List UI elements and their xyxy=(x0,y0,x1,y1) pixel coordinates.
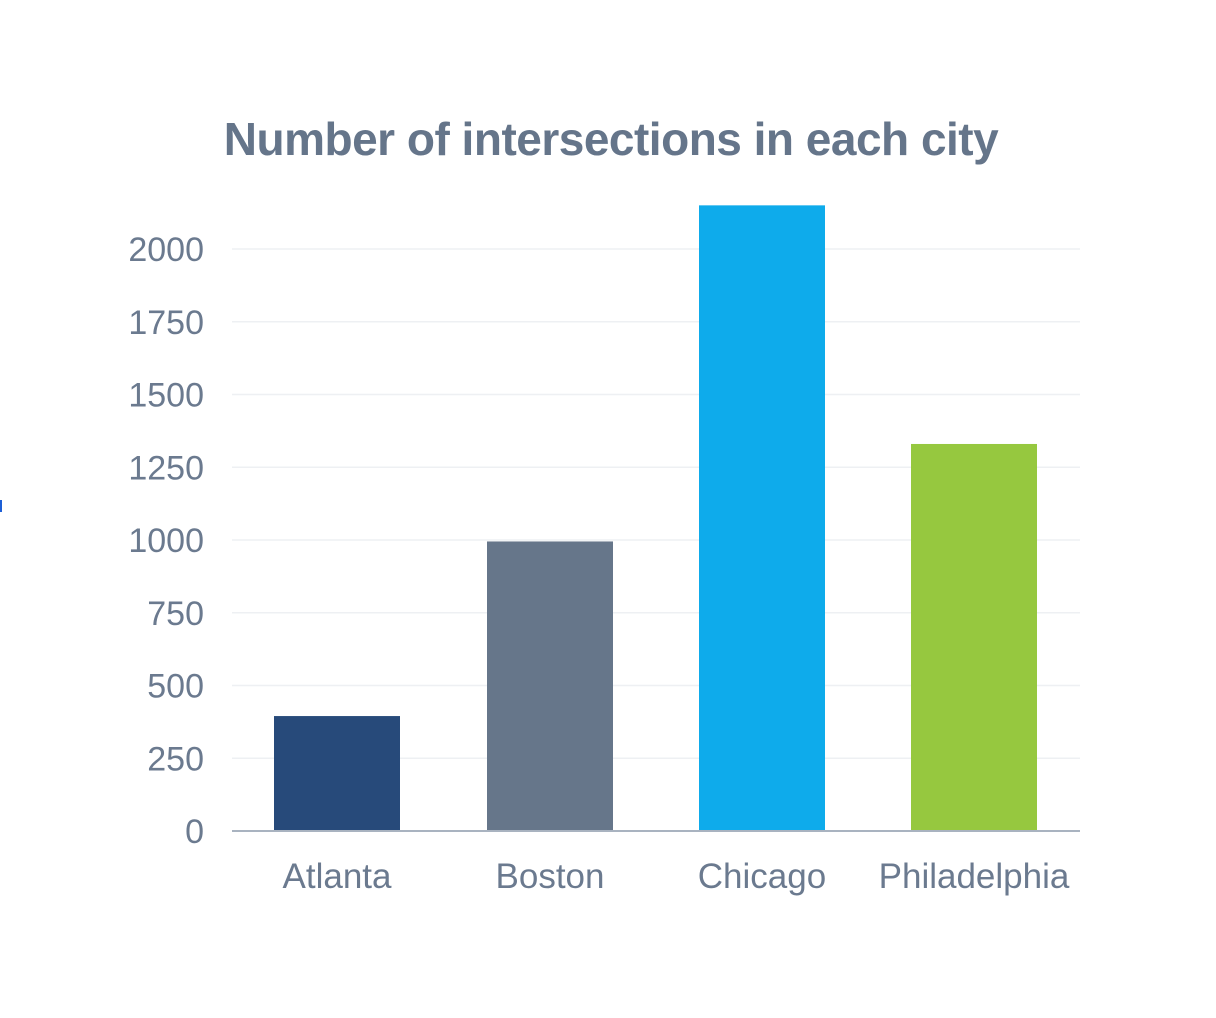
x-tick-label: Philadelphia xyxy=(879,857,1070,896)
x-tick-label: Chicago xyxy=(698,857,826,896)
bar-chicago xyxy=(699,205,825,832)
window-edge-marker xyxy=(0,500,2,512)
x-tick-label: Boston xyxy=(496,857,605,896)
y-tick-label: 750 xyxy=(147,595,204,633)
x-tick-label: Atlanta xyxy=(283,857,392,896)
y-tick-label: 1500 xyxy=(128,377,204,415)
y-tick-label: 1000 xyxy=(128,522,204,560)
y-tick-label: 1750 xyxy=(128,304,204,342)
bar-philadelphia xyxy=(911,443,1037,831)
bar-atlanta xyxy=(274,716,400,831)
y-tick-label: 500 xyxy=(147,668,204,706)
y-tick-label: 0 xyxy=(185,813,204,851)
bar-boston xyxy=(487,541,613,831)
y-tick-label: 1250 xyxy=(128,449,204,487)
y-tick-label: 2000 xyxy=(128,231,204,269)
y-tick-label: 250 xyxy=(147,740,204,778)
chart-title: Number of intersections in each city xyxy=(223,113,999,165)
